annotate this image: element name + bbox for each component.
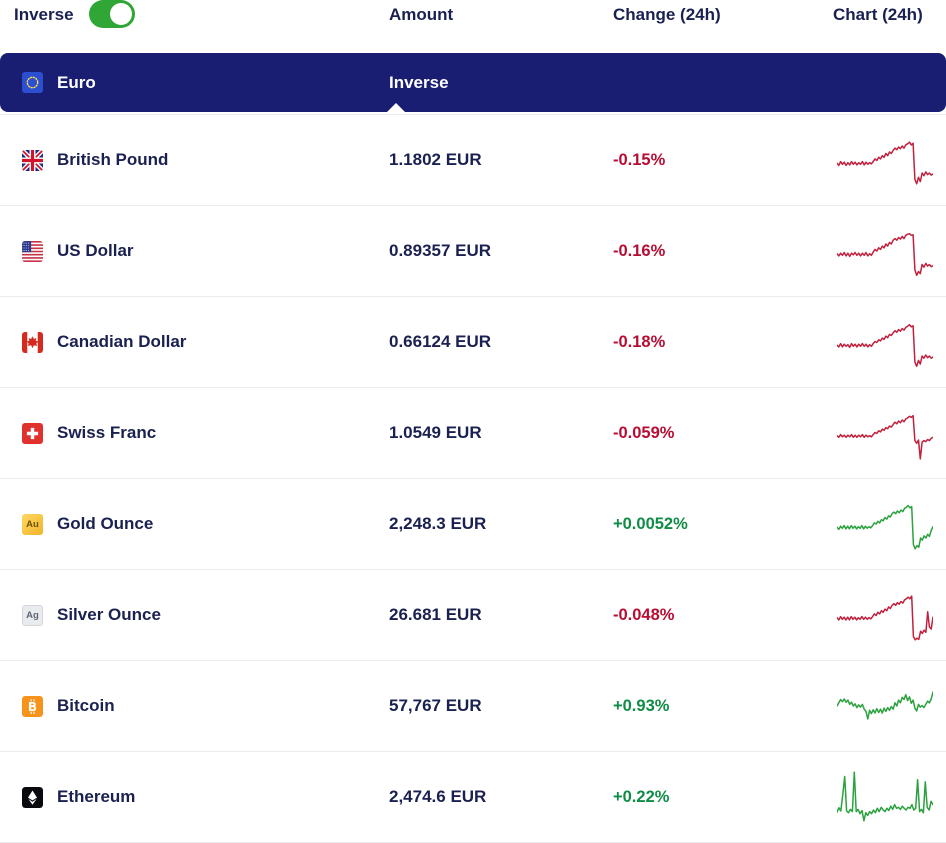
amount-value: 2,474.6 EUR bbox=[389, 787, 487, 806]
sparkline-chart bbox=[837, 313, 946, 371]
svg-text:B: B bbox=[28, 700, 37, 714]
table-row-canadian-dollar[interactable]: Canadian Dollar 0.66124 EUR -0.18% bbox=[0, 297, 946, 388]
ethereum-icon bbox=[22, 786, 43, 808]
currency-name: British Pound bbox=[57, 150, 169, 169]
change-value: -0.18% bbox=[613, 332, 666, 351]
change-value: -0.16% bbox=[613, 241, 666, 260]
currency-name: Silver Ounce bbox=[57, 605, 161, 624]
change-value: -0.15% bbox=[613, 150, 666, 169]
sparkline-chart bbox=[837, 677, 946, 735]
ch-flag-icon bbox=[22, 422, 43, 444]
change-value: +0.0052% bbox=[613, 514, 688, 533]
us-flag-icon bbox=[22, 240, 43, 262]
table-row-bitcoin[interactable]: B Bitcoin 57,767 EUR +0.93% bbox=[0, 661, 946, 752]
amount-value: 57,767 EUR bbox=[389, 696, 482, 715]
change-value: -0.059% bbox=[613, 423, 675, 442]
sparkline-chart bbox=[837, 768, 946, 826]
toggle-knob bbox=[109, 3, 132, 25]
column-header-amount: Amount bbox=[389, 5, 454, 24]
inverse-toggle-label: Inverse bbox=[14, 5, 74, 24]
table-row-ethereum[interactable]: Ethereum 2,474.6 EUR +0.22% bbox=[0, 752, 946, 843]
change-value: +0.93% bbox=[613, 696, 670, 715]
table-row-silver-ounce[interactable]: Ag Silver Ounce 26.681 EUR -0.048% bbox=[0, 570, 946, 661]
amount-value: 26.681 EUR bbox=[389, 605, 482, 624]
table-row-swiss-franc[interactable]: Swiss Franc 1.0549 EUR -0.059% bbox=[0, 388, 946, 479]
eu-flag-icon bbox=[22, 72, 43, 93]
column-header-chart: Chart (24h) bbox=[833, 5, 923, 24]
currency-table: British Pound 1.1802 EUR -0.15% US Dolla… bbox=[0, 114, 946, 843]
bitcoin-icon: B bbox=[22, 695, 43, 717]
base-currency-name: Euro bbox=[57, 72, 96, 92]
selected-column-caret bbox=[387, 103, 405, 112]
gold-icon: Au bbox=[22, 513, 43, 535]
table-header: Inverse Amount Change (24h) Chart (24h) bbox=[0, 0, 946, 53]
currency-name: Ethereum bbox=[57, 787, 136, 806]
amount-value: 1.1802 EUR bbox=[389, 150, 482, 169]
change-value: -0.048% bbox=[613, 605, 675, 624]
table-row-us-dollar[interactable]: US Dollar 0.89357 EUR -0.16% bbox=[0, 206, 946, 297]
amount-value: 2,248.3 EUR bbox=[389, 514, 487, 533]
currency-name: US Dollar bbox=[57, 241, 134, 260]
sparkline-chart bbox=[837, 222, 946, 280]
silver-icon: Ag bbox=[22, 604, 43, 626]
currency-name: Bitcoin bbox=[57, 696, 115, 715]
base-currency-value-label: Inverse bbox=[389, 72, 449, 92]
currency-name: Swiss Franc bbox=[57, 423, 157, 442]
sparkline-chart bbox=[837, 586, 946, 644]
column-header-change: Change (24h) bbox=[613, 5, 721, 24]
gb-flag-icon bbox=[22, 149, 43, 171]
change-value: +0.22% bbox=[613, 787, 670, 806]
inverse-toggle[interactable] bbox=[88, 0, 135, 28]
amount-value: 0.89357 EUR bbox=[389, 241, 492, 260]
currency-name: Gold Ounce bbox=[57, 514, 154, 533]
ca-flag-icon bbox=[22, 331, 43, 353]
currency-name: Canadian Dollar bbox=[57, 332, 187, 351]
sparkline-chart bbox=[837, 495, 946, 553]
base-currency-row[interactable]: Euro Inverse bbox=[0, 53, 946, 112]
sparkline-chart bbox=[837, 131, 946, 189]
sparkline-chart bbox=[837, 404, 946, 462]
amount-value: 1.0549 EUR bbox=[389, 423, 482, 442]
table-row-british-pound[interactable]: British Pound 1.1802 EUR -0.15% bbox=[0, 115, 946, 206]
table-row-gold-ounce[interactable]: Au Gold Ounce 2,248.3 EUR +0.0052% bbox=[0, 479, 946, 570]
amount-value: 0.66124 EUR bbox=[389, 332, 492, 351]
